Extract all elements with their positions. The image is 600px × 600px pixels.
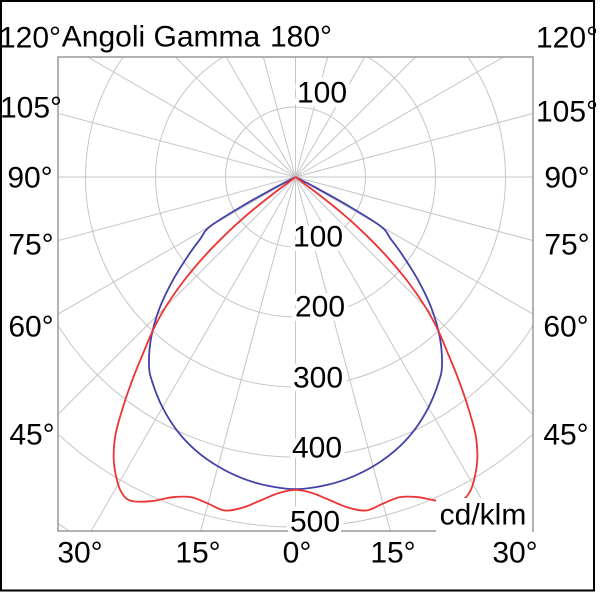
angle-label-left-2: 90° xyxy=(7,162,52,195)
grid-ray-345 xyxy=(200,176,296,531)
angle-label-right-1: 105° xyxy=(536,96,598,129)
angle-label-left-3: 75° xyxy=(8,229,53,262)
grid-ray-165 xyxy=(295,57,329,178)
radial-tick-label-0: 100 xyxy=(293,221,343,254)
angle-label-left-0: 120° xyxy=(0,22,61,55)
angle-label-right-3: 75° xyxy=(544,229,589,262)
grid-ray-210 xyxy=(225,57,296,178)
grid-ray-330 xyxy=(90,176,296,531)
angle-label-bottom-4: 30° xyxy=(492,537,537,570)
grid-ray-120 xyxy=(295,57,505,178)
curve-red xyxy=(112,176,479,512)
radial-tick-label-upper-100: 100 xyxy=(297,77,347,110)
grid-ray-240 xyxy=(86,57,296,178)
grid-ray-75 xyxy=(295,176,533,242)
grid-ray-45 xyxy=(295,176,533,416)
angle-label-bottom-1: 15° xyxy=(175,537,220,570)
grid-ray-225 xyxy=(174,57,296,178)
angle-label-right-5: 45° xyxy=(543,419,588,452)
unit-label: cd/klm xyxy=(440,499,527,532)
radial-tick-label-3: 400 xyxy=(292,432,342,465)
grid-ray-15 xyxy=(295,176,391,531)
angle-label-right-0: 120° xyxy=(536,22,598,55)
angle-label-bottom-2: 0° xyxy=(283,537,312,570)
grid-ray-105 xyxy=(295,112,533,178)
radial-tick-label-4: 500 xyxy=(290,506,340,539)
unit-label-box xyxy=(436,498,532,532)
image-frame xyxy=(0,0,595,592)
grid-ray-30 xyxy=(295,176,501,531)
angle-label-bottom-0: 30° xyxy=(57,537,102,570)
grid-ray-195 xyxy=(262,57,296,178)
angle-label-right-2: 90° xyxy=(544,162,589,195)
curves xyxy=(112,176,479,512)
grid-ray-285 xyxy=(58,176,296,242)
grid-ray-150 xyxy=(295,57,366,178)
chart-title: Angoli Gamma xyxy=(62,21,261,54)
angle-label-left-1: 105° xyxy=(0,92,62,125)
grid-ray-255 xyxy=(58,112,296,178)
radial-tick-label-1: 200 xyxy=(295,291,345,324)
plot-border xyxy=(57,56,534,532)
angle-label-right-4: 60° xyxy=(543,311,588,344)
angle-label-left-4: 60° xyxy=(8,311,53,344)
grid-ray-315 xyxy=(58,176,296,416)
grid-ray-135 xyxy=(295,57,417,178)
radial-tick-label-2: 300 xyxy=(293,362,343,395)
angle-label-left-5: 45° xyxy=(9,419,54,452)
angle-label-top-180: 180° xyxy=(270,21,332,54)
angle-label-bottom-3: 15° xyxy=(370,537,415,570)
